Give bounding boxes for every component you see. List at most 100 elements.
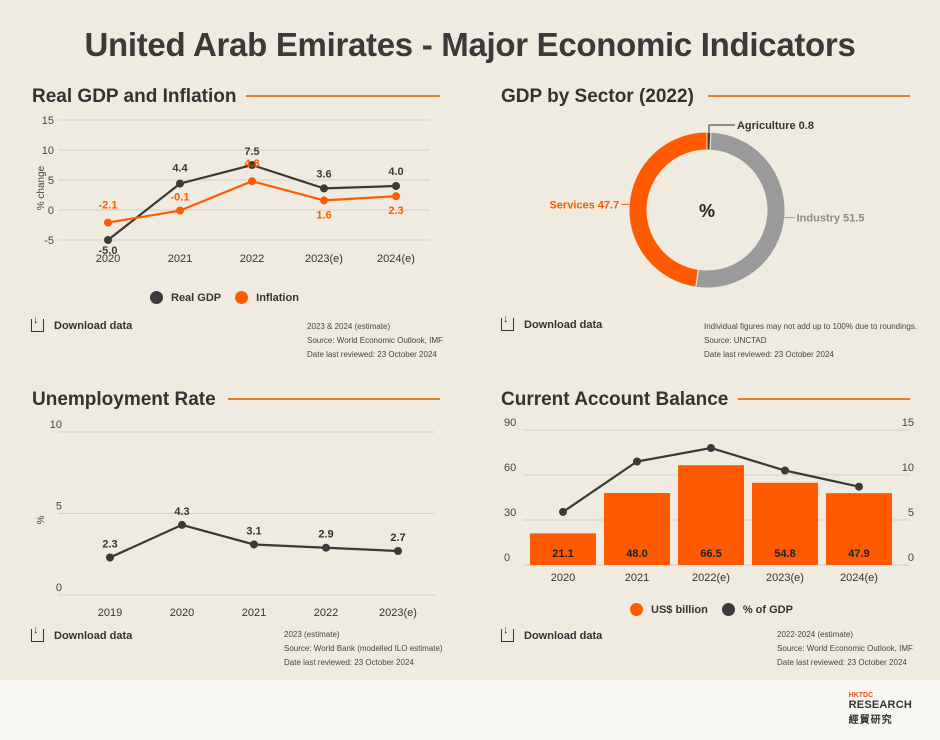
y-left-tick-label: 0 — [504, 552, 510, 564]
bar-value-label: 48.0 — [626, 548, 647, 560]
data-point — [559, 507, 567, 516]
page-title: United Arab Emirates - Major Economic In… — [84, 26, 856, 63]
leader-line-agriculture — [708, 124, 735, 133]
data-point — [176, 179, 184, 188]
note-line: 2023 & 2024 (estimate) — [307, 322, 391, 331]
y-left-tick-label: 90 — [504, 417, 516, 429]
data-label: 2.3 — [388, 205, 403, 217]
download-icon — [31, 624, 44, 642]
data-point — [707, 444, 715, 452]
download-icon — [501, 313, 514, 331]
x-tick-label: 2024(e) — [840, 572, 878, 584]
note-line: Date last reviewed: 23 October 2024 — [777, 658, 907, 667]
bar-value-label: 54.8 — [774, 548, 795, 560]
data-point — [633, 457, 641, 466]
sector-notes: Individual figures may not add up to 100… — [704, 320, 917, 362]
bar — [678, 465, 744, 565]
data-point — [394, 546, 402, 555]
legend-inflation-label: Inflation — [256, 291, 299, 304]
unemployment-chart: 0 5 10% 2019 2020 2021 2022 2023(e) 2.3 4.3 3.1 2.9… — [36, 419, 435, 619]
data-label: 4.3 — [174, 506, 189, 518]
y-left-tick-label: 30 — [504, 507, 516, 519]
data-point — [248, 177, 256, 186]
legend-usd-label: US$ billion — [651, 603, 708, 616]
gdp-inflation-chart: -5 0 5 10 15 % change 2020 2021 2022 2023(e) 2024(… — [36, 115, 430, 265]
note-line: 2022-2024 (estimate) — [777, 630, 854, 639]
note-line: Source: World Economic Outlook, IMF — [307, 336, 443, 345]
data-point — [176, 206, 184, 215]
y-left-tick-label: 60 — [504, 462, 516, 474]
bar — [604, 493, 670, 565]
gdp-inflation-download-button[interactable]: Download data — [31, 314, 133, 332]
data-point — [320, 196, 328, 205]
data-label: 4.0 — [388, 166, 403, 178]
x-tick-label: 2020 — [96, 253, 120, 265]
y-tick-label: 0 — [48, 205, 54, 217]
current-account-legend: US$ billion % of GDP — [630, 603, 793, 616]
logo-chinese: 經貿研究 — [848, 715, 893, 726]
data-point — [250, 540, 258, 549]
download-label: Download data — [54, 629, 133, 642]
current-account-notes: 2022-2024 (estimate) Source: World Econo… — [777, 628, 913, 670]
data-label: 1.6 — [316, 209, 331, 221]
legend-real-gdp-marker — [150, 291, 163, 304]
data-label: 3.1 — [246, 525, 261, 537]
data-point — [322, 543, 330, 552]
logo-brand: HKTDC — [848, 692, 874, 699]
x-tick-label: 2021 — [168, 253, 192, 265]
sector-rule — [708, 95, 910, 97]
unemployment-notes: 2023 (estimate) Source: World Bank (mode… — [284, 628, 443, 670]
donut-center-label: % — [699, 201, 715, 221]
x-tick-label: 2021 — [625, 572, 649, 584]
note-line: Source: UNCTAD — [704, 336, 767, 345]
current-account-rule — [738, 398, 910, 400]
y-right-tick-label: 15 — [902, 417, 914, 429]
y-right-tick-label: 10 — [902, 462, 914, 474]
x-tick-label: 2021 — [242, 607, 266, 619]
x-tick-label: 2024(e) — [377, 253, 415, 265]
note-line: 2023 (estimate) — [284, 630, 340, 639]
data-point — [248, 161, 256, 169]
data-label: 3.6 — [316, 168, 331, 180]
gdp-inflation-title: Real GDP and Inflation — [32, 86, 237, 107]
legend-gdp-pct-label: % of GDP — [742, 603, 793, 616]
y-tick-label: 10 — [42, 145, 54, 157]
note-line: Date last reviewed: 23 October 2024 — [307, 350, 437, 359]
download-label: Download data — [54, 319, 133, 332]
gdp-inflation-rule — [246, 95, 440, 97]
note-line: Date last reviewed: 23 October 2024 — [284, 658, 414, 667]
x-tick-label: 2020 — [551, 572, 575, 584]
data-point — [104, 218, 112, 227]
x-tick-label: 2019 — [98, 607, 122, 619]
data-label: 4.8 — [244, 158, 259, 170]
data-point — [178, 520, 186, 529]
x-tick-label: 2022 — [240, 253, 264, 265]
download-label: Download data — [524, 629, 603, 642]
y-right-tick-label: 0 — [908, 552, 914, 564]
download-label: Download data — [524, 318, 603, 331]
gdp-inflation-notes: 2023 & 2024 (estimate) Source: World Eco… — [307, 320, 443, 362]
unemployment-title: Unemployment Rate — [32, 389, 216, 410]
data-point — [106, 553, 114, 562]
current-account-download-button[interactable]: Download data — [501, 624, 603, 642]
y-right-tick-label: 5 — [908, 507, 914, 519]
legend-real-gdp-label: Real GDP — [171, 291, 222, 304]
bar-value-label: 47.9 — [848, 548, 869, 560]
note-line: Source: World Economic Outlook, IMF — [777, 644, 913, 653]
unemployment-download-button[interactable]: Download data — [31, 624, 133, 642]
logo-research: RESEARCH — [848, 699, 912, 711]
x-tick-label: 2022(e) — [692, 572, 730, 584]
data-label: 2.9 — [318, 529, 333, 541]
x-tick-label: 2020 — [170, 607, 194, 619]
sector-download-button[interactable]: Download data — [501, 313, 603, 331]
sector-donut-chart: % Agriculture 0.8 Industry 51.5 Services 47… — [549, 120, 864, 289]
legend-inflation-marker — [235, 291, 249, 304]
data-label: 7.5 — [244, 146, 259, 158]
data-label: 4.4 — [172, 163, 188, 175]
y-tick-label: -5 — [44, 235, 54, 247]
y-tick-label: 5 — [48, 175, 54, 187]
x-tick-label: 2022 — [314, 607, 338, 619]
data-label: -0.1 — [171, 192, 190, 204]
slice-services — [628, 131, 708, 288]
data-point — [392, 182, 400, 190]
